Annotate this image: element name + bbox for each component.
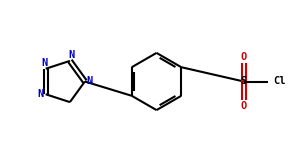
Text: N: N <box>86 76 92 87</box>
Text: Cl: Cl <box>273 76 285 87</box>
Text: N: N <box>37 89 43 99</box>
Text: O: O <box>241 101 247 111</box>
Text: N: N <box>68 51 75 60</box>
Text: O: O <box>241 52 247 62</box>
Text: S: S <box>241 76 247 87</box>
Text: N: N <box>41 58 47 68</box>
